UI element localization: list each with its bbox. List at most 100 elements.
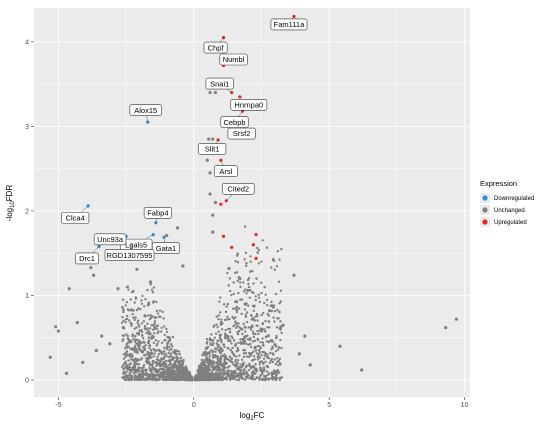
cloud-point [130,370,133,374]
cloud-point [211,375,214,378]
cloud-point [217,314,220,317]
cloud-point [275,326,279,329]
gene-label-text: Arsl [219,167,232,176]
cloud-point [267,335,270,338]
cloud-point [270,300,273,304]
cloud-point [250,351,254,355]
cloud-point [134,347,138,351]
cloud-point [168,349,171,352]
cloud-point [241,328,244,331]
gene-label-text: Slit1 [205,145,220,154]
cloud-point [257,296,261,299]
cloud-point [152,359,155,363]
unchanged-point [143,314,147,318]
cloud-point [262,357,266,360]
unchanged-point [213,200,218,205]
cloud-point [165,346,169,349]
cloud-point [213,372,217,376]
cloud-point [133,378,136,382]
cloud-point [224,310,228,314]
cloud-point [181,360,185,363]
cloud-point [127,359,130,362]
gene-label: Chpf [203,37,228,54]
cloud-point [270,373,274,376]
cloud-point [176,371,179,374]
downregulated-point [154,221,158,225]
cloud-point [150,352,154,356]
cloud-point [124,360,127,363]
cloud-point [135,363,138,366]
label-box [104,249,155,261]
cloud-point [236,331,239,334]
cloud-point [134,344,137,348]
cloud-point [237,329,241,333]
cloud-point [251,373,255,376]
unchanged-point [444,326,448,330]
y-tick-label: 2 [25,208,29,215]
cloud-point [201,358,204,362]
cloud-point [261,337,264,340]
cloud-point [130,374,134,378]
cloud-point [162,350,166,353]
cloud-point [121,376,124,379]
cloud-point [252,350,255,353]
cloud-point [135,376,139,379]
cloud-point [239,369,243,372]
cloud-point [160,326,163,329]
cloud-point [242,281,245,284]
plot-panel [34,8,470,397]
cloud-point [147,301,151,304]
cloud-point [168,368,171,371]
cloud-point [245,342,248,345]
cloud-point [240,342,243,346]
cloud-point [274,376,277,379]
cloud-point [167,356,171,359]
cloud-point [228,331,232,334]
cloud-point [245,355,249,358]
cloud-point [157,353,161,356]
cloud-point [169,376,173,379]
cloud-point [262,344,265,347]
gene-label-text: Fam111a [274,20,305,29]
cloud-point [218,376,221,379]
cloud-point [239,298,242,301]
gene-label-text: Alox15 [134,106,157,115]
cloud-point [130,290,134,294]
cloud-point [187,372,190,376]
cloud-point [139,348,142,351]
cloud-point [126,334,130,338]
cloud-point [141,378,144,381]
label-box [61,212,90,224]
cloud-point [132,316,135,319]
label-box [151,242,181,254]
cloud-point [242,349,245,352]
cloud-point [181,362,185,366]
cloud-point [251,358,255,362]
cloud-point [248,377,251,380]
cloud-point [263,354,266,357]
cloud-point [130,324,133,327]
cloud-point [146,352,149,356]
cloud-point [125,300,129,304]
unchanged-point [454,317,459,321]
cloud-point [136,351,139,354]
cloud-point [241,364,245,368]
cloud-point [264,378,267,382]
cloud-point [218,363,221,367]
cloud-point [234,360,237,363]
cloud-point [264,293,267,296]
cloud-point [228,355,232,359]
gene-label: Snai1 [205,77,234,93]
cloud-point [232,292,236,296]
cloud-point [142,365,145,369]
unchanged-point [208,192,212,196]
gene-label-text: Gata1 [156,244,176,253]
cloud-point [252,332,255,336]
cloud-point [239,338,242,341]
unchanged-point [246,288,250,293]
cloud-point [265,246,269,249]
cloud-point [225,334,228,337]
cloud-point [247,285,251,289]
cloud-point [206,378,210,382]
cloud-point [151,290,155,294]
